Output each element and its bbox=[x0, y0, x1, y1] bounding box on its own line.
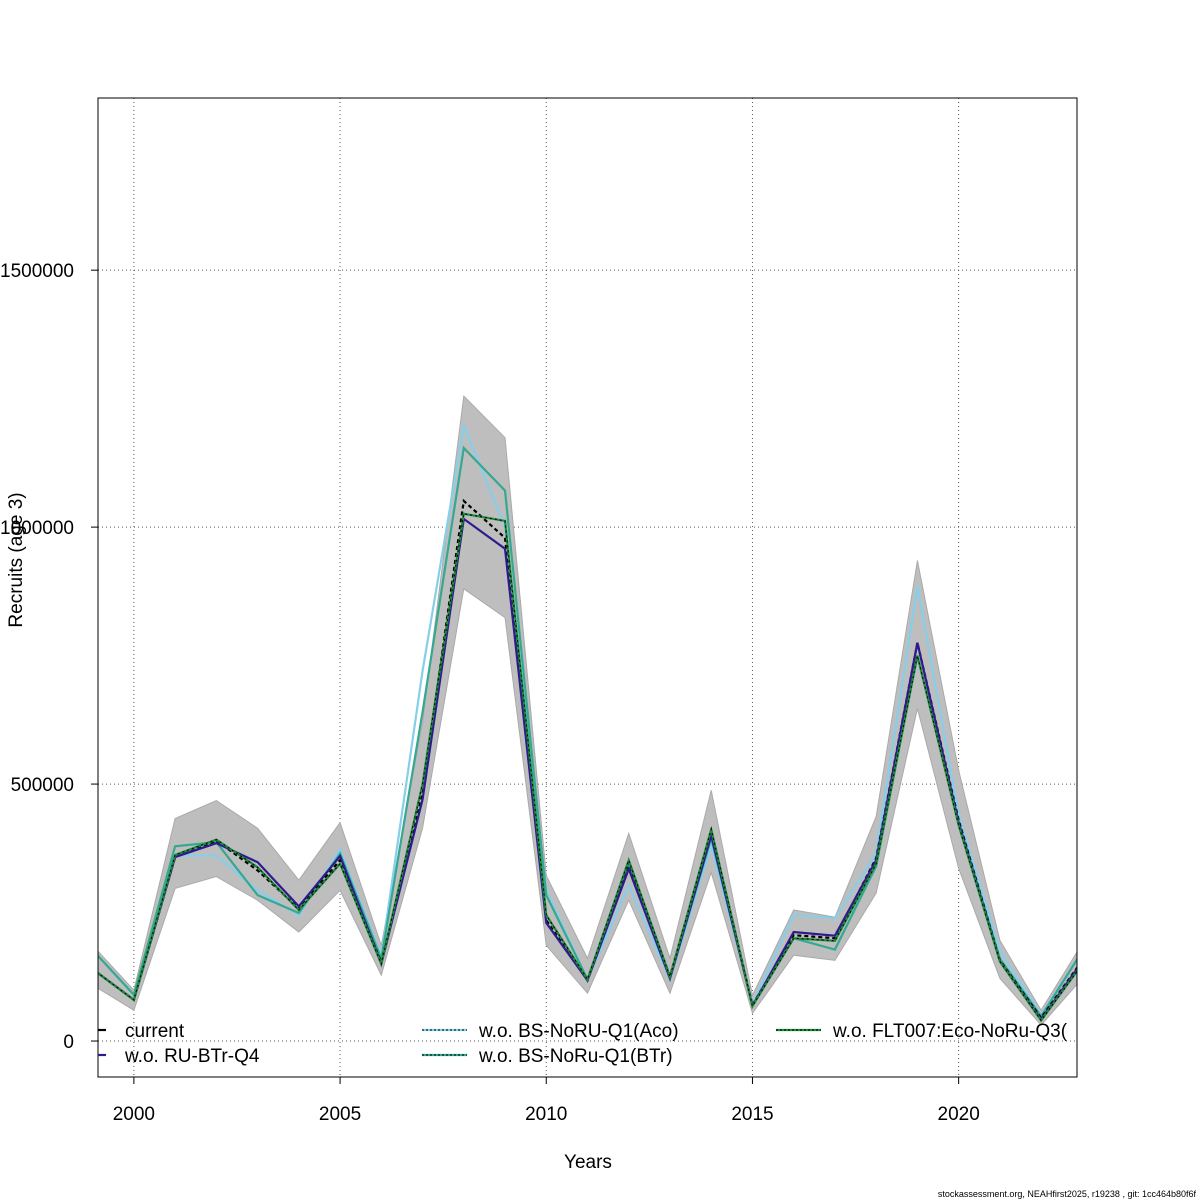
grid-lines bbox=[98, 98, 1077, 1077]
y-tick-label: 1000000 bbox=[0, 518, 74, 539]
x-tick-label: 2010 bbox=[525, 1104, 567, 1125]
x-axis-label: Years bbox=[564, 1152, 612, 1173]
x-tick-label: 2020 bbox=[938, 1104, 980, 1125]
y-tick-label: 500000 bbox=[11, 775, 74, 796]
legend-label: w.o. BS-NoRu-Q1(BTr) bbox=[478, 1046, 673, 1067]
x-tick-label: 2005 bbox=[319, 1104, 361, 1125]
y-tick-label: 0 bbox=[63, 1032, 74, 1053]
legend-label: current bbox=[125, 1021, 185, 1042]
x-axis: 2000 2005 2010 2015 2020 bbox=[113, 1077, 980, 1125]
plot-frame bbox=[97, 97, 1078, 1078]
x-tick-label: 2015 bbox=[731, 1104, 773, 1125]
legend: current w.o. RU-BTr-Q4 w.o. BS-NoRU-Q1(Aco… bbox=[98, 1021, 1068, 1067]
x-tick-label: 2000 bbox=[113, 1104, 155, 1125]
legend-label: w.o. RU-BTr-Q4 bbox=[124, 1046, 260, 1067]
legend-label: w.o. FLT007:Eco-NoRu-Q3( bbox=[832, 1021, 1068, 1042]
y-tick-label: 1500000 bbox=[0, 261, 74, 282]
series-line-overlay bbox=[98, 513, 1077, 1022]
y-axis-label: Recruits (age 3) bbox=[6, 492, 27, 627]
series-lines bbox=[98, 421, 1077, 1023]
y-axis: 0 500000 1000000 1500000 bbox=[0, 261, 98, 1053]
footer-credit: stockassessment.org, NEAHfirst2025, r192… bbox=[938, 1189, 1197, 1199]
legend-label: w.o. BS-NoRU-Q1(Aco) bbox=[478, 1021, 679, 1042]
